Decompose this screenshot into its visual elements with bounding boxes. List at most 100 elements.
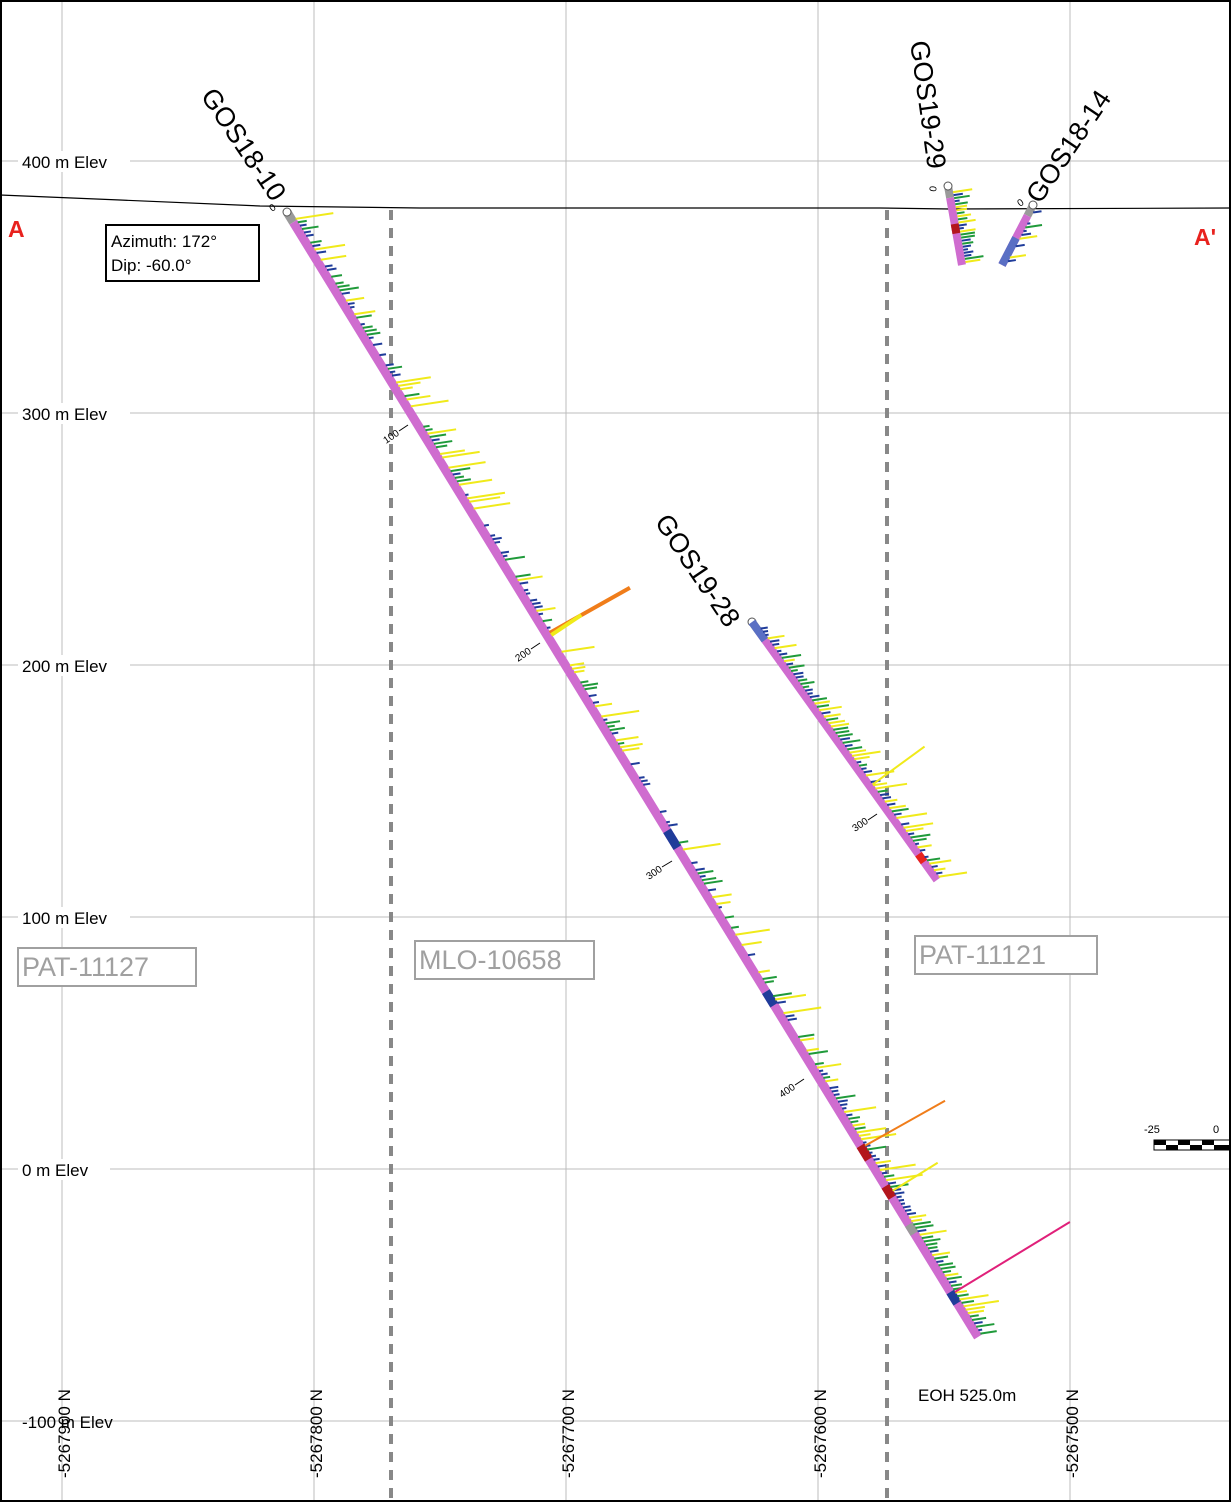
- elev-label-bg-5: [18, 1159, 110, 1180]
- gos19-28-assay-bar: [910, 833, 931, 839]
- gos18-10-assay-bar: [762, 975, 777, 981]
- gos18-10-assay-bar: [934, 1255, 949, 1260]
- gos18-10-assay-bar: [940, 1265, 956, 1270]
- gos18-10-assay-bar: [846, 1113, 853, 1117]
- gos18-10-assay-bar: [839, 1103, 848, 1107]
- claim-label-mlo-10658: MLO-10658: [419, 945, 562, 975]
- gos18-10-assay-bar: [584, 686, 598, 691]
- gos18-10-assay-bar: [454, 475, 465, 479]
- gos18-10-assay-bar: [314, 243, 346, 251]
- gos18-10-assay-bar: [588, 693, 597, 698]
- gos19-29-assay-bar: [957, 213, 972, 218]
- gos18-14-assay-bar: [1019, 235, 1038, 240]
- claim-label-pat-11127: PAT-11127: [22, 952, 149, 982]
- gos19-28-assay-bar: [936, 871, 943, 875]
- claim-label-pat-11121: PAT-11121: [919, 940, 1046, 970]
- gos19-28-assay-bar: [915, 842, 920, 846]
- gos18-10-assay-bar: [900, 1202, 906, 1206]
- gos18-14-assay-bar: [1025, 224, 1043, 229]
- gos18-10-assay-bar: [490, 534, 496, 537]
- gos19-28-assay-bar: [856, 760, 862, 764]
- gos19-29-assay-bar: [956, 207, 968, 212]
- gos19-28-assay-bar: [814, 700, 831, 705]
- northing-label-1: -5267900 N: [55, 1389, 74, 1478]
- gos19-29-assay-bar: [958, 218, 976, 224]
- gos18-10-assay-bar: [896, 1195, 902, 1199]
- gos18-10-assay-bar: [331, 274, 343, 278]
- gos18-10-assay-bar: [440, 449, 465, 456]
- gos19-28-assay-bar: [805, 688, 813, 692]
- gos19-28-assay-bar: [774, 643, 797, 650]
- gos18-10-assay-bar: [502, 554, 508, 558]
- gos18-10-assay-bar: [494, 540, 501, 544]
- gos18-10-assay-bar: [396, 376, 431, 384]
- gos18-10-assay-bar: [366, 331, 381, 336]
- gos18-10-assay-bar: [850, 1120, 859, 1124]
- gos18-10-assay-bar: [787, 1017, 797, 1021]
- section-end-label: A': [1194, 224, 1216, 250]
- gos18-10-assay-bar: [842, 1106, 847, 1110]
- gos19-28-interval-1: [915, 851, 928, 865]
- gos19-28-assay-bar: [933, 867, 946, 872]
- depth-tick-line-200: [530, 642, 541, 650]
- scale-bar-label-minus25: -25: [1144, 1124, 1160, 1136]
- gos18-10-assay-bar: [950, 1283, 963, 1287]
- gos18-10-assay-bar: [364, 328, 377, 333]
- gos18-10-assay-bar: [915, 1224, 934, 1229]
- gos18-10-assay-bar: [368, 336, 374, 340]
- scale-bar-seg-3: [1178, 1140, 1190, 1145]
- gos19-28-trace: [755, 629, 941, 883]
- gos18-10-assay-bar: [823, 1075, 831, 1079]
- gos19-28-assay-bar: [884, 798, 898, 803]
- scale-bar-seg-2: [1166, 1145, 1178, 1150]
- gos18-10-assay-bar: [387, 365, 403, 370]
- gos18-10-assay-bar: [398, 381, 421, 387]
- gos18-10-spike-3: [892, 1161, 939, 1192]
- gos18-10-assay-bar: [469, 496, 501, 503]
- gos18-10-assay-bar: [938, 1262, 954, 1267]
- gos18-10-assay-bar: [504, 555, 526, 561]
- gos19-29-assay-bar: [954, 194, 970, 200]
- gos19-29-assay-bar: [959, 228, 976, 233]
- elev-label-300: 300 m Elev: [22, 405, 108, 424]
- gos18-10-assay-bar: [643, 782, 651, 786]
- gos18-10-assay-bar: [777, 1000, 786, 1004]
- gos18-10-assay-bar: [385, 363, 394, 367]
- gos18-10-assay-bar: [898, 1198, 905, 1202]
- gos18-10-assay-bar: [800, 1037, 815, 1042]
- gos18-10-assay-bar: [957, 1293, 969, 1298]
- northing-labels: -5267900 N -5267800 N -5267700 N -526760…: [55, 1389, 1082, 1478]
- gos18-10-assay-bar: [605, 720, 621, 725]
- gos18-10-assay-bar: [819, 1069, 824, 1073]
- gos18-10-assay-bar: [703, 879, 723, 885]
- gos18-10-assay-bar: [747, 953, 756, 957]
- gos18-10-assay-bar: [609, 726, 625, 732]
- gos18-10-assay-bar: [758, 969, 770, 974]
- gos18-10-assay-bar: [835, 1094, 856, 1100]
- gos18-10-assay-bar: [961, 1300, 975, 1304]
- gos18-10-assay-bar: [423, 424, 430, 428]
- gos19-29-assay-bar: [961, 234, 976, 239]
- gos18-10-assay-bar: [299, 223, 307, 227]
- gos18-10-assay-bar: [561, 645, 595, 653]
- gos18-10-assay-bar: [611, 731, 619, 735]
- gos19-28-assay-bar: [882, 796, 892, 800]
- gos18-10-assay-bar: [844, 1106, 877, 1113]
- gos18-10-assay-bar: [902, 1205, 911, 1209]
- gos18-10-assay-bar: [668, 823, 678, 827]
- claim-box-1: [17, 947, 197, 987]
- scale-bar-seg-5: [1202, 1140, 1214, 1145]
- gos18-10-assay-bar: [873, 1157, 880, 1161]
- gos18-10-assay-bar: [337, 284, 350, 288]
- gos18-10-assay-bar: [500, 550, 510, 554]
- gos18-10-assay-bar: [620, 742, 643, 749]
- gos18-10-assay-bar: [530, 598, 538, 602]
- gos19-28-assay-bar: [901, 822, 910, 826]
- gos18-10-assay-bar: [569, 662, 585, 667]
- gos18-10-assay-bar: [858, 1133, 871, 1137]
- gos18-10-assay-bar: [976, 1323, 995, 1328]
- gos18-10-assay-bar: [741, 940, 762, 946]
- gos18-10-assay-bar: [919, 1229, 947, 1236]
